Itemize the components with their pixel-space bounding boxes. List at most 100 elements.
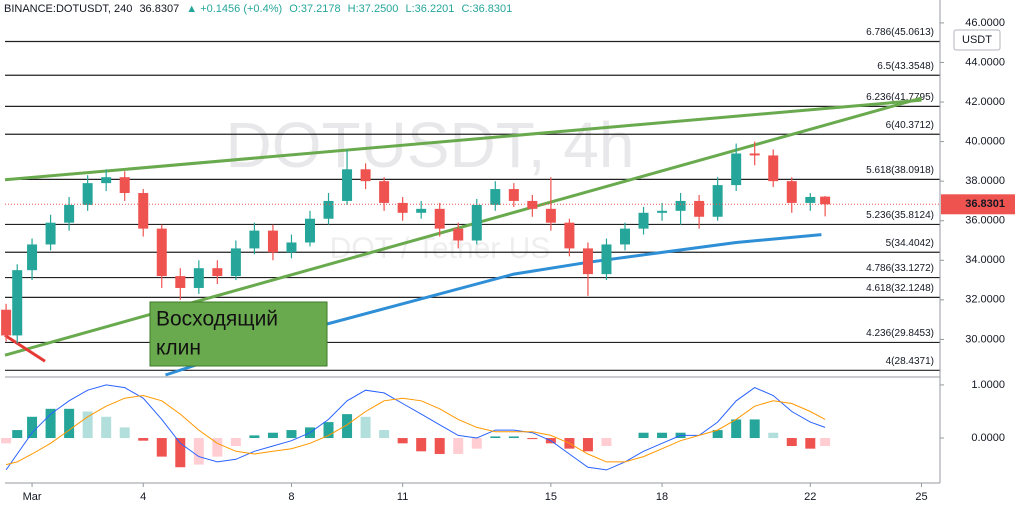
macd-histogram <box>434 438 445 454</box>
macd-histogram <box>805 438 816 449</box>
close: C:36.8301 <box>461 3 512 15</box>
macd-histogram <box>193 438 204 465</box>
y-tick-label: 32.0000 <box>965 294 1005 306</box>
candle-body <box>490 189 501 205</box>
candle-body <box>471 204 482 241</box>
change: ▲ +0.1456 (+0.4%) <box>186 3 282 15</box>
candle-body <box>249 230 260 249</box>
candle-body <box>545 208 556 223</box>
x-tick-label: 22 <box>804 491 816 503</box>
candle-body <box>805 196 816 203</box>
macd-histogram <box>342 414 353 439</box>
x-tick-label: 11 <box>397 491 408 503</box>
x-tick-label: 8 <box>288 491 294 503</box>
macd-histogram <box>731 419 742 439</box>
macd-histogram <box>12 430 23 439</box>
macd-histogram <box>249 435 260 439</box>
candle-body <box>657 210 668 213</box>
trend-line <box>4 98 922 182</box>
macd-histogram <box>786 438 797 446</box>
fib-label: 4.236(29.8453) <box>866 328 934 339</box>
plot-area: 6.786(45.0613) 6.5(43.3548) 6.236(41.7795)… <box>1 27 940 377</box>
fib-label: 5.236(35.8124) <box>866 210 934 221</box>
macd-histogram <box>323 422 334 439</box>
macd-histogram <box>175 438 186 468</box>
x-tick-label: 4 <box>140 491 146 503</box>
candle-body <box>64 204 75 223</box>
macd-histogram <box>416 438 427 452</box>
header: BINANCE:DOTUSDT, 240 36.8307 ▲ +0.1456 (… <box>4 3 512 15</box>
x-tick-label: 18 <box>656 491 668 503</box>
y-tick-label: 30.0000 <box>965 333 1005 345</box>
macd-histogram <box>749 419 760 439</box>
macd-histogram <box>379 430 390 439</box>
candle-body <box>564 222 575 249</box>
candle-body <box>453 228 464 241</box>
macd-histogram <box>230 438 241 446</box>
candle-body <box>397 202 408 213</box>
macd-histogram <box>820 438 831 446</box>
candle-body <box>694 200 705 217</box>
macd-histogram <box>360 416 371 439</box>
candle-body <box>175 276 186 288</box>
candle-body <box>45 222 56 245</box>
candle-body <box>342 169 353 201</box>
candle-body <box>138 193 149 229</box>
macd-histogram <box>27 416 38 439</box>
x-tick-label: 15 <box>545 491 557 503</box>
fib-label: 6.236(41.7795) <box>866 92 934 103</box>
high: H:37.2500 <box>348 3 399 15</box>
macd-line <box>5 384 826 471</box>
candle-body <box>286 242 297 253</box>
macd-histogram <box>397 438 408 444</box>
candle-body <box>323 200 334 219</box>
fib-label: 4(28.4371) <box>886 356 934 367</box>
macd-histogram <box>82 411 93 439</box>
candle-body <box>379 181 390 203</box>
candle-body <box>119 177 130 194</box>
candle-body <box>786 181 797 203</box>
candle-body <box>820 196 831 205</box>
annotation-box <box>149 301 328 367</box>
candle-body <box>101 177 112 184</box>
y-tick-label: 44.0000 <box>965 56 1005 68</box>
macd-histogram <box>527 438 538 440</box>
y2-tick-label: 1.0000 <box>971 379 1005 391</box>
macd-histogram <box>212 438 223 457</box>
macd-histogram <box>490 436 501 439</box>
fib-label: 6(40.3712) <box>886 120 934 131</box>
currency: USDT <box>962 34 992 46</box>
macd-histogram <box>471 438 482 449</box>
fib-label: 5.618(38.0918) <box>866 165 934 176</box>
currency-box <box>953 29 1001 51</box>
header-bg <box>0 0 560 18</box>
macd-histogram <box>64 408 75 439</box>
candle-body <box>749 153 760 156</box>
macd-histogram <box>768 432 779 439</box>
macd-histogram <box>657 432 668 439</box>
candle-body <box>360 169 371 182</box>
candle-body <box>82 183 93 205</box>
low: L:36.2201 <box>405 3 454 15</box>
annotation-line: клин <box>156 337 201 360</box>
fib-label: 4.618(32.1248) <box>866 283 934 294</box>
y-tick-label: 38.0000 <box>965 175 1005 187</box>
macd-histogram <box>138 438 149 441</box>
candle-body <box>675 200 686 211</box>
y-tick-label: 36.0000 <box>965 215 1005 227</box>
price-tag <box>941 194 1015 215</box>
macd-histogram <box>156 438 167 457</box>
macd-histogram <box>267 432 278 439</box>
candle-body <box>712 185 723 217</box>
candle-body <box>230 248 241 277</box>
price-tag-label: 36.8301 <box>965 198 1005 210</box>
macd-line <box>5 394 826 466</box>
candle-body <box>267 230 278 253</box>
candle-body <box>582 248 593 275</box>
candle-body <box>12 270 23 336</box>
y-tick-label: 40.0000 <box>965 135 1005 147</box>
macd-histogram <box>601 438 612 446</box>
macd-histogram <box>508 436 519 439</box>
